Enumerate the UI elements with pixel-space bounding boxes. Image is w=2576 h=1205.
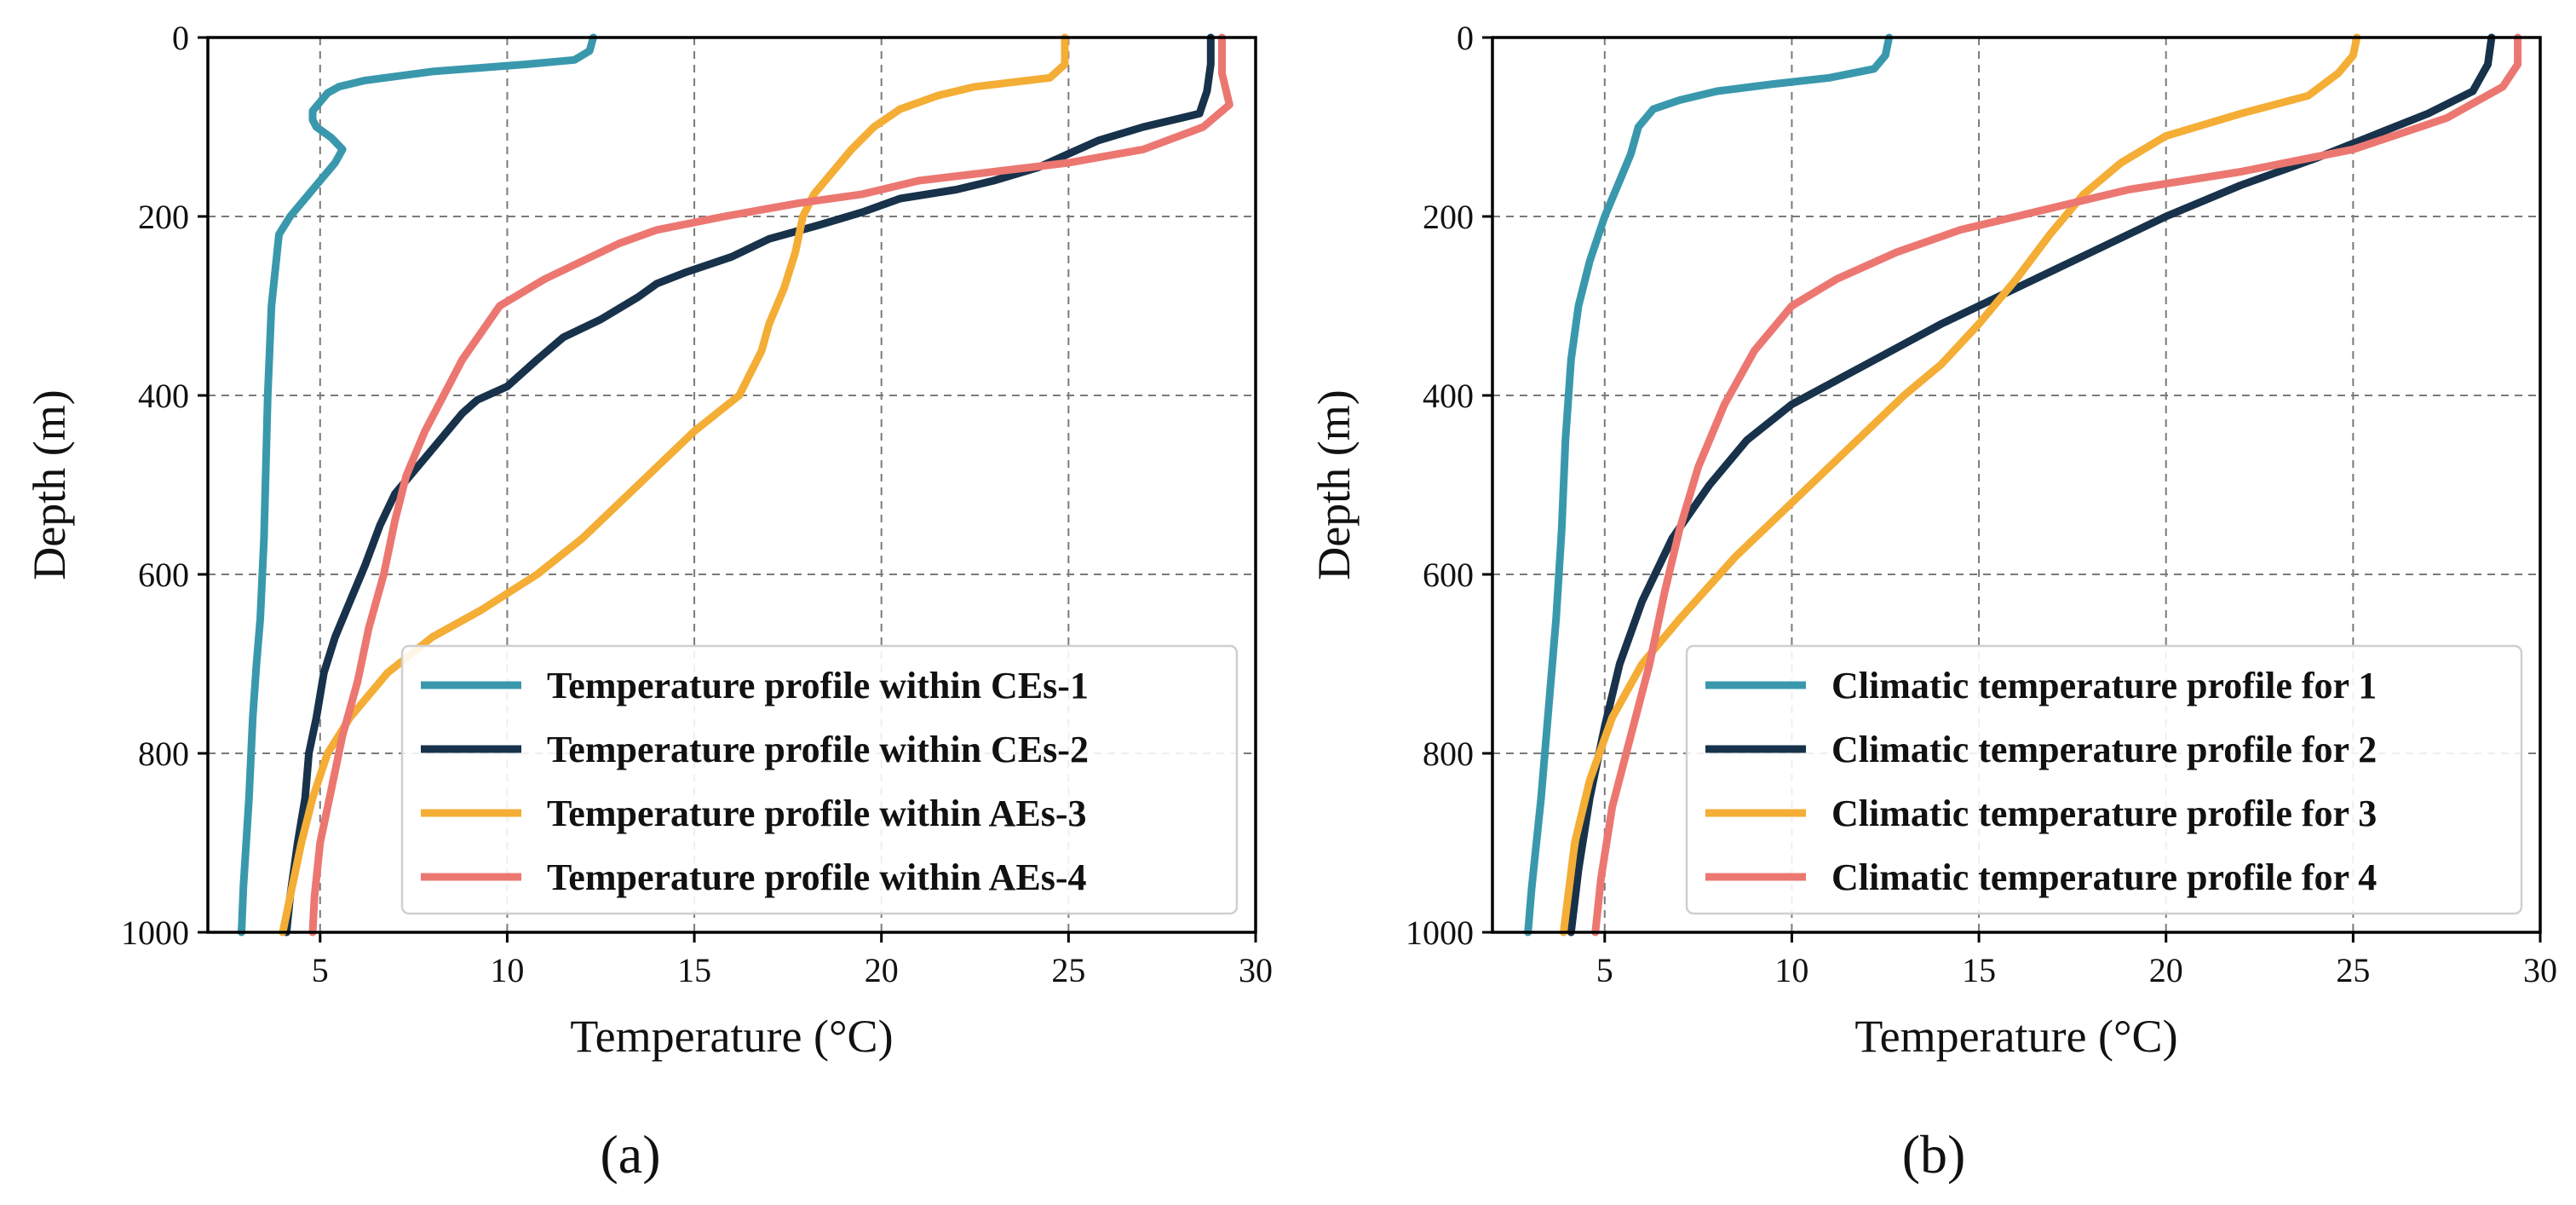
series-line-2 [1567, 33, 2496, 937]
y-tick-label: 800 [138, 735, 189, 773]
legend-label-4: Climatic temperature profile for 4 [1831, 856, 2377, 898]
x-tick-label: 15 [1962, 951, 1996, 989]
series-line-2 [282, 33, 1215, 937]
legend-box [1685, 644, 2523, 915]
x-tick-label: 25 [2336, 951, 2370, 989]
series-line-4 [308, 33, 1233, 937]
x-tick-label: 5 [312, 951, 329, 989]
y-tick-label: 0 [1457, 19, 1474, 57]
chart-panel-a: 5 10 15 20 25 30 0 200 400 600 800 1000 Temperature … [24, 19, 1273, 1185]
x-tick-label: 20 [865, 951, 899, 989]
y-tick-label: 800 [1423, 735, 1474, 773]
x-tick-label: 25 [1051, 951, 1085, 989]
legend: Climatic temperature profile for 1 Climat… [1685, 644, 2523, 915]
y-tick-label: 0 [172, 19, 189, 57]
legend-label-3: Temperature profile within AEs-3 [547, 793, 1087, 834]
legend-box [400, 644, 1239, 915]
x-axis-label: Temperature (°C) [1854, 1011, 2177, 1062]
y-tick-label: 600 [138, 556, 189, 594]
legend-label-1: Temperature profile within CEs-1 [547, 665, 1089, 706]
x-tick-label: 5 [1596, 951, 1613, 989]
plot-frame [206, 36, 1257, 934]
panel-caption: (b) [1902, 1124, 1966, 1185]
y-tick-label: 200 [1423, 198, 1474, 236]
y-axis-label: Depth (m) [1308, 389, 1360, 579]
y-tick-label: 600 [1423, 556, 1474, 594]
x-tick-label: 20 [2149, 951, 2183, 989]
legend-label-3: Climatic temperature profile for 3 [1831, 793, 2377, 834]
y-tick-label: 1000 [1406, 914, 1474, 952]
series-line-1 [238, 33, 597, 937]
series-line-4 [1591, 33, 2522, 937]
x-axis-label: Temperature (°C) [570, 1011, 893, 1062]
legend: Temperature profile within CEs-1 Temperat… [400, 644, 1239, 915]
x-tick-label: 15 [677, 951, 711, 989]
x-tick-label: 10 [1774, 951, 1808, 989]
legend-label-2: Temperature profile within CEs-2 [547, 729, 1089, 770]
y-tick-label: 200 [138, 198, 189, 236]
series-line-1 [1524, 33, 1894, 937]
x-tick-label: 30 [2523, 951, 2557, 989]
x-tick-label: 10 [490, 951, 524, 989]
plot-frame [1491, 36, 2542, 934]
y-tick-label: 400 [1423, 377, 1474, 415]
chart-panel-b: 5 10 15 20 25 30 0 200 400 600 800 1000 Temperature … [1308, 19, 2557, 1185]
y-tick-label: 1000 [121, 914, 189, 952]
series-line-3 [1560, 33, 2361, 937]
y-tick-label: 400 [138, 377, 189, 415]
legend-label-4: Temperature profile within AEs-4 [547, 856, 1087, 898]
x-tick-label: 30 [1239, 951, 1273, 989]
panel-caption: (a) [600, 1124, 660, 1185]
legend-label-1: Climatic temperature profile for 1 [1831, 665, 2377, 706]
legend-label-2: Climatic temperature profile for 2 [1831, 729, 2377, 770]
y-axis-label: Depth (m) [24, 389, 75, 579]
